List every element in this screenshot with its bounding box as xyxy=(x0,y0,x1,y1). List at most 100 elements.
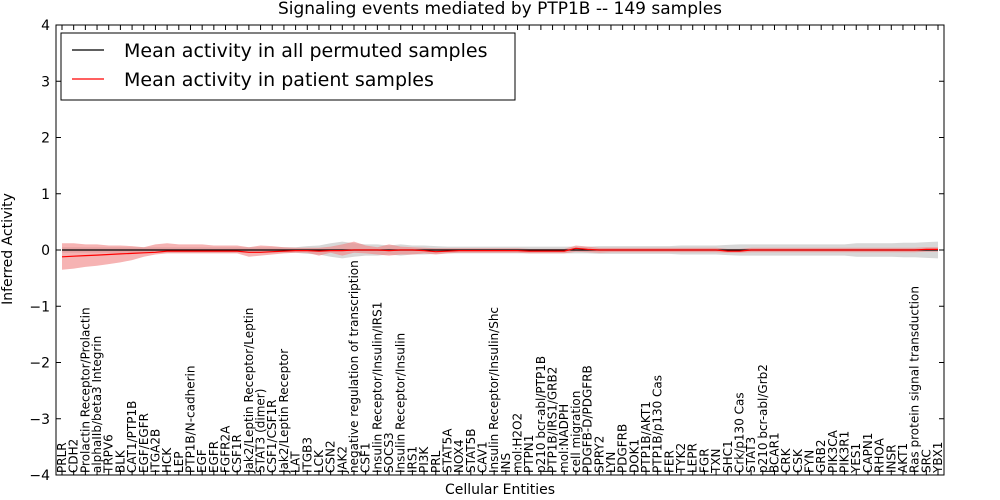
x-tick-label: BCAR1 xyxy=(768,432,782,473)
legend-box xyxy=(60,32,516,101)
y-tick-label: 0 xyxy=(41,243,50,259)
x-tick-label: LYN xyxy=(604,452,618,473)
x-tick-label: SHC1 xyxy=(721,440,735,473)
y-axis-label: Inferred Activity xyxy=(0,193,16,305)
x-tick-label: Jak2/Leptin Receptor/Leptin xyxy=(242,308,256,474)
x-tick-label: CSF1R xyxy=(230,434,244,473)
y-tick-label: 4 xyxy=(41,18,50,34)
x-tick-label: LEPR xyxy=(686,443,700,473)
x-tick-label: PDGFRB xyxy=(616,424,630,473)
x-tick-label: CRK xyxy=(779,447,793,473)
legend-patient-label: Mean activity in patient samples xyxy=(124,69,434,91)
y-tick-label: −4 xyxy=(29,468,50,484)
x-tick-label: JAK2 xyxy=(335,446,349,474)
x-tick-label: cell migration xyxy=(569,391,583,473)
y-axis: −4 −3 −2 −1 0 1 2 3 4 xyxy=(29,18,944,484)
x-tick-label: Insulin Receptor/Insulin/IRS1 xyxy=(370,302,384,473)
x-tick-label: SRC xyxy=(919,449,933,473)
x-tick-label: Insulin Receptor/Insulin/Shc xyxy=(487,307,501,473)
confidence-bands xyxy=(62,241,938,270)
x-tick-label: negative regulation of transcription xyxy=(347,260,361,473)
x-tick-label: p210 bcr-abl/Grb2 xyxy=(756,364,770,473)
x-tick-label: PRLR xyxy=(55,442,69,473)
x-tick-label: CAV1 xyxy=(476,441,490,473)
x-tick-label: HCK xyxy=(160,447,174,473)
x-tick-label: mol:H2O2 xyxy=(511,413,525,473)
x-tick-label: PIK3R1 xyxy=(838,431,852,473)
x-tick-label: Jak2/Leptin Receptor xyxy=(277,349,291,474)
x-tick-label: EGF xyxy=(195,449,209,473)
y-tick-label: 3 xyxy=(41,74,50,90)
patient-band xyxy=(62,241,938,270)
y-tick-label: −2 xyxy=(29,356,50,372)
x-tick-label: FYN xyxy=(803,450,817,473)
x-tick-label: FER xyxy=(662,450,676,473)
x-tick-label: STAT3 xyxy=(744,437,758,473)
x-tick-label: mol:NADPH xyxy=(557,404,571,473)
x-tick-label: Prolactin Receptor/Prolactin xyxy=(78,307,92,473)
y-tick-label: 1 xyxy=(41,187,50,203)
x-tick-label: RHOA xyxy=(873,437,887,473)
x-tick-label: TXN xyxy=(709,448,723,474)
y-tick-label: 2 xyxy=(41,131,50,147)
x-tick-label: CDH2 xyxy=(67,439,81,473)
x-tick-label: PIK3CA xyxy=(826,429,840,473)
x-tick-label: DOK1 xyxy=(627,439,641,473)
x-tick-label: Ras protein signal transduction xyxy=(908,286,922,473)
x-tick-label: BLK xyxy=(113,449,127,473)
plot-frame xyxy=(55,24,945,476)
x-tick-label: SPRY2 xyxy=(592,436,606,473)
x-tick-label: INSR xyxy=(884,445,898,473)
x-tick-label: CSN2 xyxy=(324,440,338,473)
x-tick-label: PTPN1 xyxy=(522,435,536,473)
legend-permuted-label: Mean activity in all permuted samples xyxy=(124,40,487,62)
x-tick-label: CAT1/PTP1B xyxy=(125,401,139,473)
x-tick-label: PTP1B/p130 Cas xyxy=(651,375,665,473)
x-axis-label: Cellular Entities xyxy=(445,482,555,498)
y-tick-label: −1 xyxy=(29,299,50,315)
x-tick-label: ITGB3 xyxy=(300,437,314,473)
x-tick-label: FGR xyxy=(697,448,711,473)
x-tick-label: CAPN1 xyxy=(861,433,875,473)
x-tick-label: p210 bcr-abl/PTP1B xyxy=(534,356,548,473)
x-tick-label: STAT5B xyxy=(464,429,478,474)
legend: Mean activity in all permuted samples Mea… xyxy=(60,32,516,101)
x-tick-label: ITGA2B xyxy=(148,429,162,473)
x-tick-label: PI3K xyxy=(417,446,431,473)
x-tick-label: PDGFB-D/PDGFRB xyxy=(581,365,595,473)
x-tick-label: LEP xyxy=(172,451,186,473)
x-tick-label: Crk/p130 Cas xyxy=(732,392,746,473)
x-tick-label: SOCS3 xyxy=(382,432,396,473)
x-tick-label: CSF1 xyxy=(359,442,373,473)
x-tick-label: YES1 xyxy=(849,443,863,474)
x-tick-label: STAT3 (dimer) xyxy=(254,389,268,473)
x-tick-label: PTP1B/N-cadherin xyxy=(184,366,198,473)
y-tick-label: −3 xyxy=(29,412,50,428)
x-tick-label: TYK2 xyxy=(674,443,688,474)
x-tick-label: AKT1 xyxy=(896,443,910,473)
x-tick-label: NOX4 xyxy=(452,439,466,473)
x-tick-label: EGF/EGFR xyxy=(137,413,151,473)
x-tick-label: LAT xyxy=(289,451,303,473)
x-tick-label: YBX1 xyxy=(931,442,945,474)
x-tick-label: alphaIIb/beta3 Integrin xyxy=(90,336,104,473)
x-tick-label: FGFR2A xyxy=(219,425,233,473)
x-tick-label: LCK xyxy=(312,449,326,473)
x-tick-label: STAT5A xyxy=(440,428,454,473)
x-tick-label: PTP1B/IRS1/GRB2 xyxy=(546,367,560,473)
patient-mean-line xyxy=(61,247,938,258)
x-tick-label: INS xyxy=(499,453,513,473)
x-tick-label: CSF1/CSF1R xyxy=(265,400,279,473)
series-lines xyxy=(61,247,938,258)
chart-title: Signaling events mediated by PTP1B -- 14… xyxy=(278,0,722,19)
x-tick-label: PTP1B/AKT1 xyxy=(639,401,653,473)
x-tick-label: CSK xyxy=(791,448,805,473)
x-tick-label: EGFR xyxy=(207,441,221,473)
x-tick-label: IRS1 xyxy=(405,446,419,473)
x-tick-label: TRPV6 xyxy=(102,434,116,474)
x-tick-label: PRL xyxy=(429,450,443,473)
x-tick-label: GRB2 xyxy=(814,439,828,473)
x-tick-label: Insulin Receptor/Insulin xyxy=(394,333,408,473)
